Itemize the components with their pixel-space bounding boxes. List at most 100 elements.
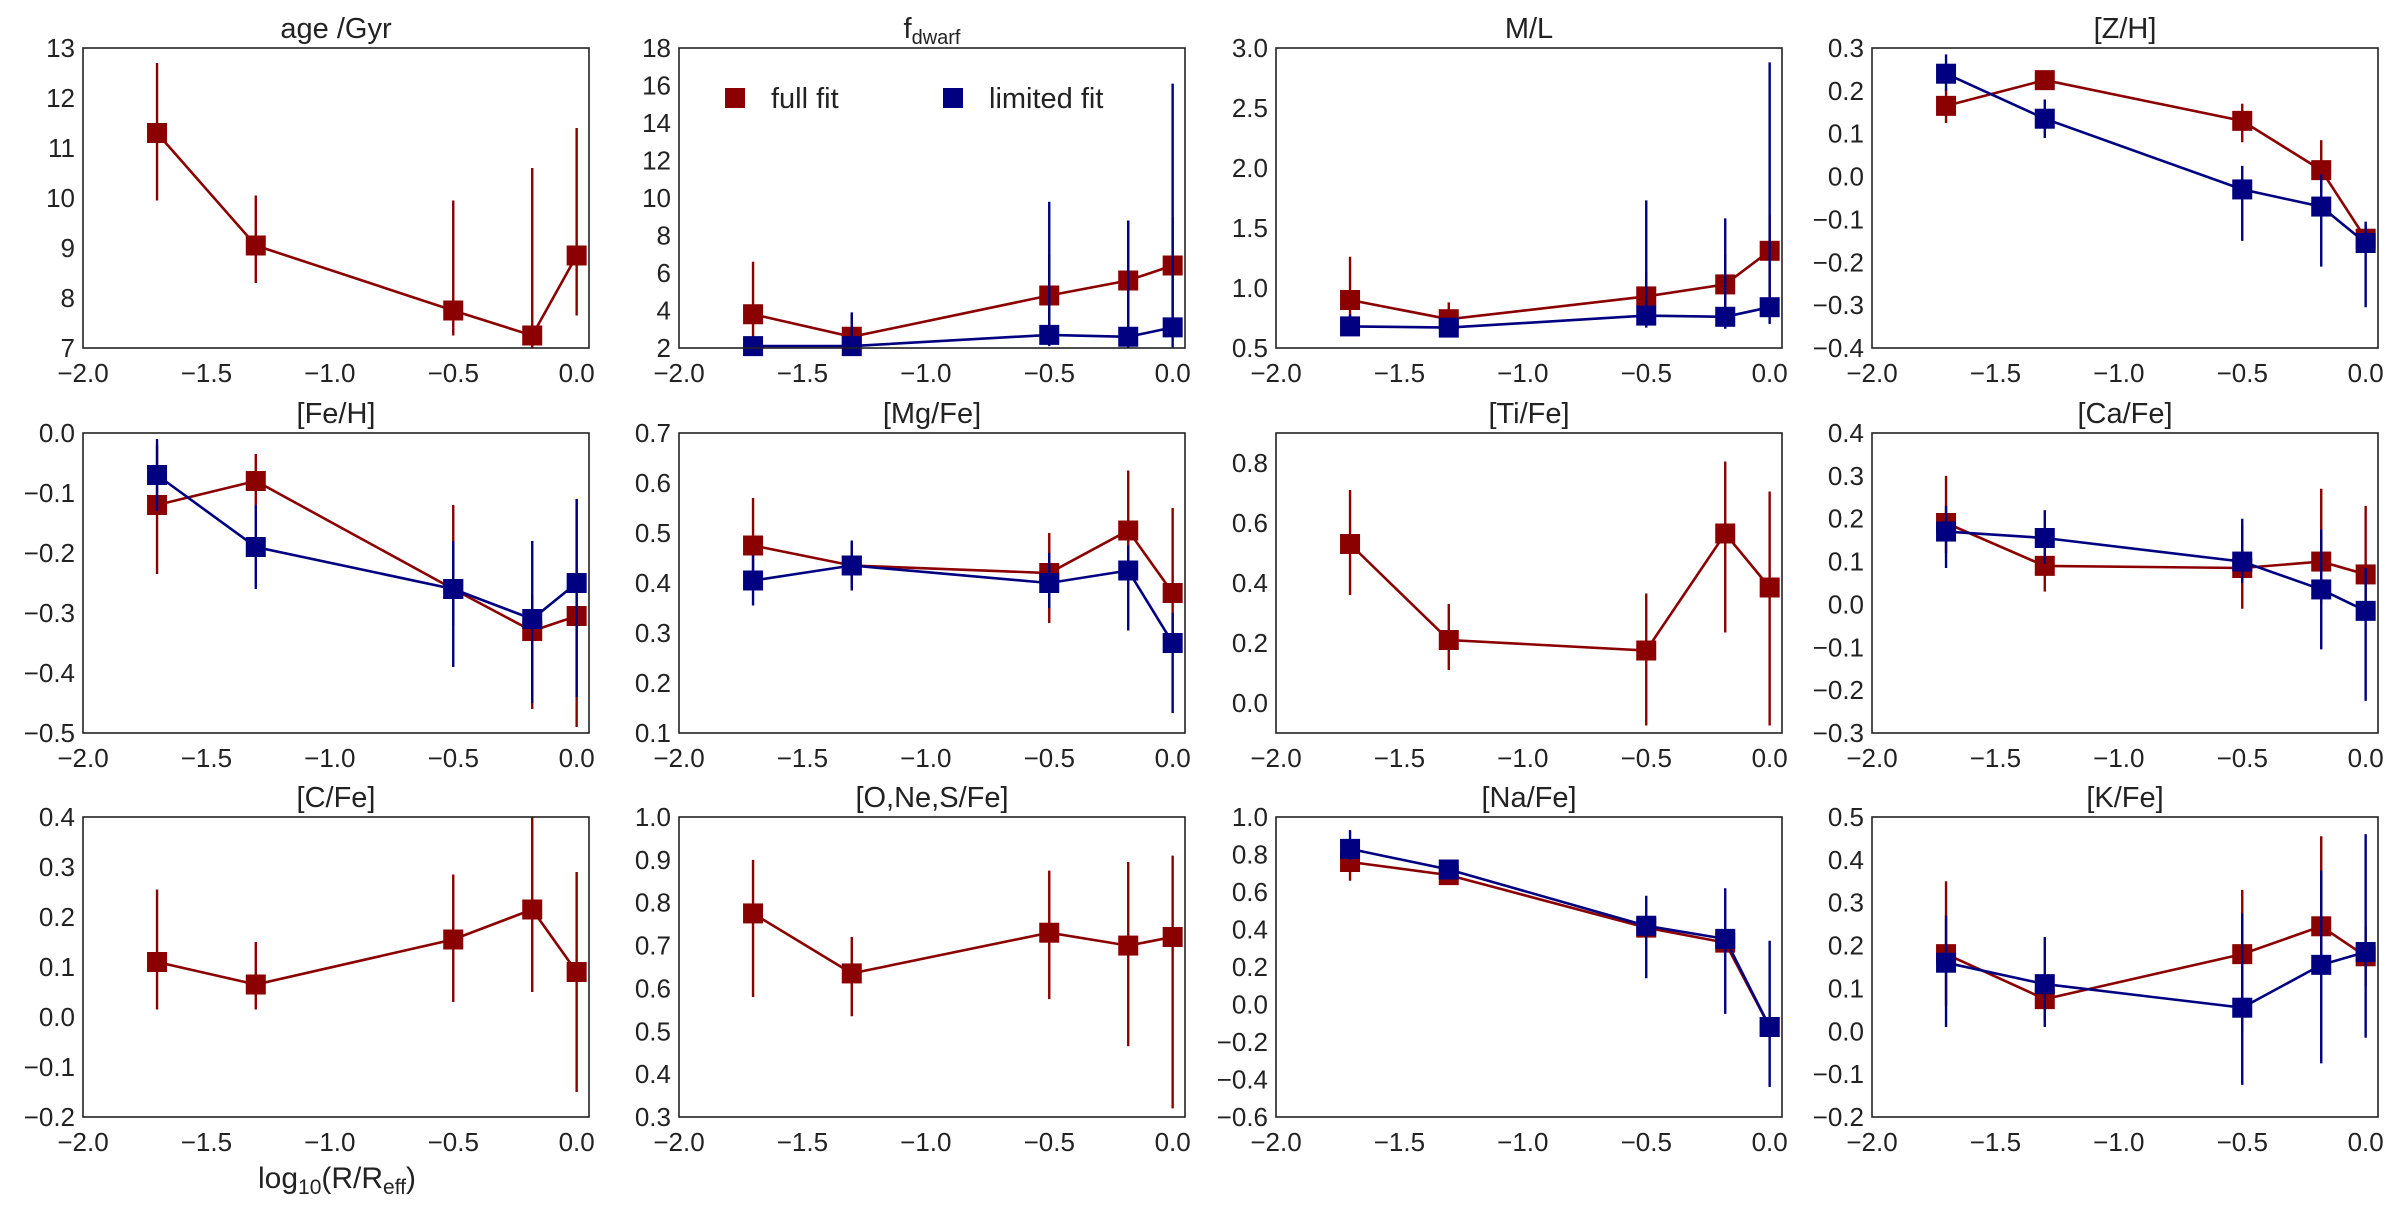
panel-5-ytick-label: 0.0 [39, 418, 75, 448]
panel-12-xtick-label: −1.5 [1970, 1127, 2021, 1157]
panel-2-xtick-label: −1.5 [777, 358, 828, 388]
panel-3-xtick-label: −1.0 [1497, 358, 1548, 388]
panel-6-frame [678, 432, 1186, 734]
panel-11: [Na/Fe] −0.6 −0.4 −0.2 0.0 0.2 0.4 0.6 0.8 1.0 −2.… [1217, 782, 1788, 1157]
panel-8-title-text: [Ca/Fe] [2077, 398, 2172, 430]
panel-4-ytick-label: 0.2 [1828, 76, 1864, 106]
panel-5-frame [82, 432, 590, 734]
panel-8-series-full [1936, 475, 2376, 618]
panel-9-ytick-label: 0.2 [39, 902, 75, 932]
panel-1-series-full [147, 63, 587, 348]
panel-8-xtick-label: 0.0 [2348, 743, 2384, 773]
panel-1-xtick-label: −1.0 [304, 358, 355, 388]
panel-5-series-limited [147, 439, 587, 703]
panel-4-xtick-label: −2.0 [1846, 358, 1897, 388]
panel-10-xtick-label: −1.0 [900, 1127, 951, 1157]
panel-2-ytick-label: 14 [642, 108, 671, 138]
panel-1-full-point [566, 245, 587, 266]
panel-10-full-point [1039, 922, 1060, 943]
panel-1-ytick-label: 9 [61, 233, 75, 263]
panel-4-title: [Z/H] [2094, 13, 2157, 45]
panel-5-title-text: [Fe/H] [297, 398, 376, 430]
panel-1-ytick-label: 10 [46, 183, 75, 213]
panel-3-full-line [1349, 249, 1771, 321]
panel-2-xtick-label: 0.0 [1155, 358, 1191, 388]
panel-4-limited-point [2355, 233, 2376, 253]
panel-10-full-point [1118, 935, 1139, 956]
legend-label-limited: limited fit [989, 83, 1103, 115]
legend-marker-limited [943, 88, 963, 108]
panel-2-ytick-label: 16 [642, 71, 671, 101]
x-axis-label-end: ) [406, 1162, 416, 1195]
panel-4-ytick-label: 0.3 [1828, 33, 1864, 63]
panel-1-xtick-label: −2.0 [57, 358, 108, 388]
panel-6-xtick-label: −2.0 [653, 743, 704, 773]
panel-12-ytick-label: 0.3 [1828, 888, 1864, 918]
panel-5-xtick-label: −2.0 [57, 743, 108, 773]
panel-3-xtick-label: −0.5 [1621, 358, 1672, 388]
panel-10: [O,Ne,S/Fe] 0.3 0.4 0.5 0.6 0.7 0.8 0.9 1.0 −2.0 −… [635, 782, 1191, 1157]
panel-4-full-point [1936, 95, 1957, 116]
panel-11-title: [Na/Fe] [1481, 782, 1576, 814]
panel-5-ytick-label: −0.3 [24, 598, 75, 628]
panel-3-ytick-label: 0.5 [1232, 333, 1268, 363]
panel-5-limited-point [522, 609, 543, 629]
panel-12-ytick-label: 0.5 [1828, 802, 1864, 832]
panel-2-full-point [743, 304, 764, 325]
panel-2-limited-line [753, 326, 1173, 348]
panel-5-limited-point [147, 465, 168, 485]
panel-2-ytick-label: 4 [657, 296, 671, 326]
panel-6-limited-point [1162, 633, 1183, 653]
panel-8: [Ca/Fe] −0.3 −0.2 −0.1 0.0 0.1 0.2 0.3 0.4 −2.0 −1… [1813, 398, 2384, 773]
panel-1-full-point [443, 300, 464, 321]
panel-1-ytick-label: 7 [61, 333, 75, 363]
panel-9-xtick-label: −0.5 [428, 1127, 479, 1157]
panel-12-xtick-label: −2.0 [1846, 1127, 1897, 1157]
panel-11-xtick-label: −2.0 [1250, 1127, 1301, 1157]
panel-10-full-point [841, 963, 862, 984]
panel-7-ytick-label: 0.2 [1232, 628, 1268, 658]
panel-7-ytick-label: 0.8 [1232, 448, 1268, 478]
panel-10-ytick-label: 0.8 [635, 888, 671, 918]
panel-9-full-point [443, 929, 464, 950]
panel-4-xtick-label: −0.5 [2217, 358, 2268, 388]
panel-8-ytick-label: −0.1 [1813, 632, 1864, 662]
panel-11-series-limited [1340, 830, 1780, 1087]
panel-7-series-full [1340, 461, 1780, 726]
panel-2-limited-point [1039, 324, 1060, 345]
panel-10-full-point [743, 903, 764, 924]
panel-5-limited-point [566, 573, 587, 593]
panel-8-ytick-label: 0.3 [1828, 461, 1864, 491]
panel-3-xtick-label: 0.0 [1752, 358, 1788, 388]
panel-6-limited-point [743, 570, 764, 591]
panel-2-series-full [743, 216, 1183, 347]
panel-2: fdwarf 2 4 6 8 10 12 14 16 18 −2.0 −1.5 −1.0 −0.5 0.0 [642, 13, 1191, 388]
panel-9-ytick-label: 0.4 [39, 802, 75, 832]
panel-10-ytick-label: 0.5 [635, 1016, 671, 1046]
panel-2-series-limited [743, 83, 1183, 357]
panel-11-title-text: [Na/Fe] [1481, 782, 1576, 814]
panel-11-ytick-label: 0.2 [1232, 952, 1268, 982]
panel-1-title: age /Gyr [280, 13, 392, 45]
panel-7-full-line [1349, 531, 1771, 652]
panel-8-limited-point [2232, 551, 2253, 572]
panel-11-ytick-label: 1.0 [1232, 802, 1268, 832]
panel-7: [Ti/Fe] 0.0 0.2 0.4 0.6 0.8 −2.0 −1.5 −1.0 −0.5 0.… [1232, 398, 1788, 773]
panel-10-ytick-label: 0.9 [635, 845, 671, 875]
panel-3-title: M/L [1505, 13, 1553, 45]
panel-6-limited-point [1039, 573, 1060, 593]
panel-8-limited-point [2355, 600, 2376, 621]
panel-11-limited-point [1340, 838, 1361, 859]
panel-1-xtick-label: −0.5 [428, 358, 479, 388]
panel-5-ytick-label: −0.4 [24, 658, 75, 688]
panel-3-ytick-label: 3.0 [1232, 33, 1268, 63]
panel-6-ytick-label: 0.7 [635, 418, 671, 448]
panel-3-frame [1275, 47, 1783, 349]
panel-8-ytick-label: 0.2 [1828, 504, 1864, 534]
legend-label-full: full fit [771, 83, 839, 115]
panel-7-frame [1275, 432, 1783, 734]
panel-12-limited-point [2311, 954, 2332, 975]
panel-10-ytick-label: 0.4 [635, 1059, 671, 1089]
panel-6-xtick-label: −1.5 [777, 743, 828, 773]
panel-2-xtick-label: −1.0 [900, 358, 951, 388]
